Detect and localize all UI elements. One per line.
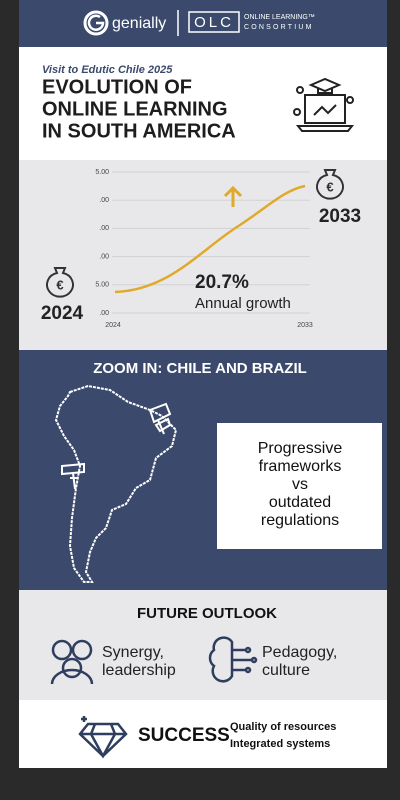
- y-tick-label: 5.00: [95, 282, 109, 289]
- outlook-band: [19, 590, 387, 700]
- callout-line: frameworks: [259, 458, 342, 475]
- growth-rate: 20.7%: [195, 272, 249, 293]
- callout-line: regulations: [261, 512, 339, 529]
- olc: OLC: [194, 14, 234, 31]
- laptop-icon: [293, 77, 355, 132]
- currency: €: [56, 277, 63, 292]
- title: IN SOUTH AMERICA: [42, 120, 236, 142]
- success-line: Integrated systems: [230, 738, 330, 750]
- partner-line: CONSORTIUM: [244, 24, 314, 31]
- outlook-line: Synergy,: [102, 644, 164, 661]
- genially-logo-mark: [87, 14, 105, 31]
- money-bag: [46, 169, 344, 298]
- success-title: SUCCESS: [138, 725, 230, 746]
- header-band: [19, 0, 387, 47]
- start-year: 2024: [41, 303, 84, 324]
- growth-label: Annual growth: [195, 295, 291, 312]
- growth-arrow: [223, 185, 243, 207]
- title: EVOLUTION OF: [42, 76, 192, 98]
- brand: genially: [112, 15, 166, 32]
- currency: €: [326, 179, 333, 194]
- genially-logo: [83, 10, 109, 36]
- zoom-title: ZOOM IN: CHILE AND BRAZIL: [93, 360, 307, 377]
- title: ONLINE LEARNING: [42, 98, 228, 120]
- pin: [61, 402, 172, 490]
- outlook-title: FUTURE OUTLOOK: [137, 605, 277, 622]
- y-tick-label: 5.00: [95, 169, 109, 176]
- y-tick-label: .00: [99, 253, 109, 260]
- x-tick-label: 2024: [105, 322, 121, 329]
- outlook-line: Pedagogy,: [262, 644, 337, 661]
- callout-line: outdated: [269, 494, 331, 511]
- outlook-line: leadership: [102, 662, 176, 679]
- callout-line: Progressive: [258, 440, 343, 457]
- kicker: Visit to Edutic Chile 2025: [42, 64, 173, 76]
- y-tick-label: .00: [99, 310, 109, 317]
- intro-band: [19, 47, 387, 160]
- olc-box: [188, 11, 240, 33]
- end-year: 2033: [319, 206, 361, 227]
- outlook-line: culture: [262, 662, 310, 679]
- y-tick-label: .00: [99, 225, 109, 232]
- diamond-icon: [78, 716, 128, 759]
- brain-icon: [208, 636, 258, 683]
- success-line: Quality of resources: [230, 721, 336, 733]
- callout-line: vs: [292, 476, 308, 493]
- partner-line: ONLINE LEARNING™: [244, 14, 315, 21]
- map-outline: [54, 384, 178, 583]
- growth-band: [19, 160, 387, 350]
- people-icon: [50, 639, 94, 685]
- growth-curve: [114, 184, 306, 294]
- callout-box: [217, 423, 382, 549]
- y-tick-label: .00: [99, 197, 109, 204]
- x-tick-label: 2033: [297, 322, 313, 329]
